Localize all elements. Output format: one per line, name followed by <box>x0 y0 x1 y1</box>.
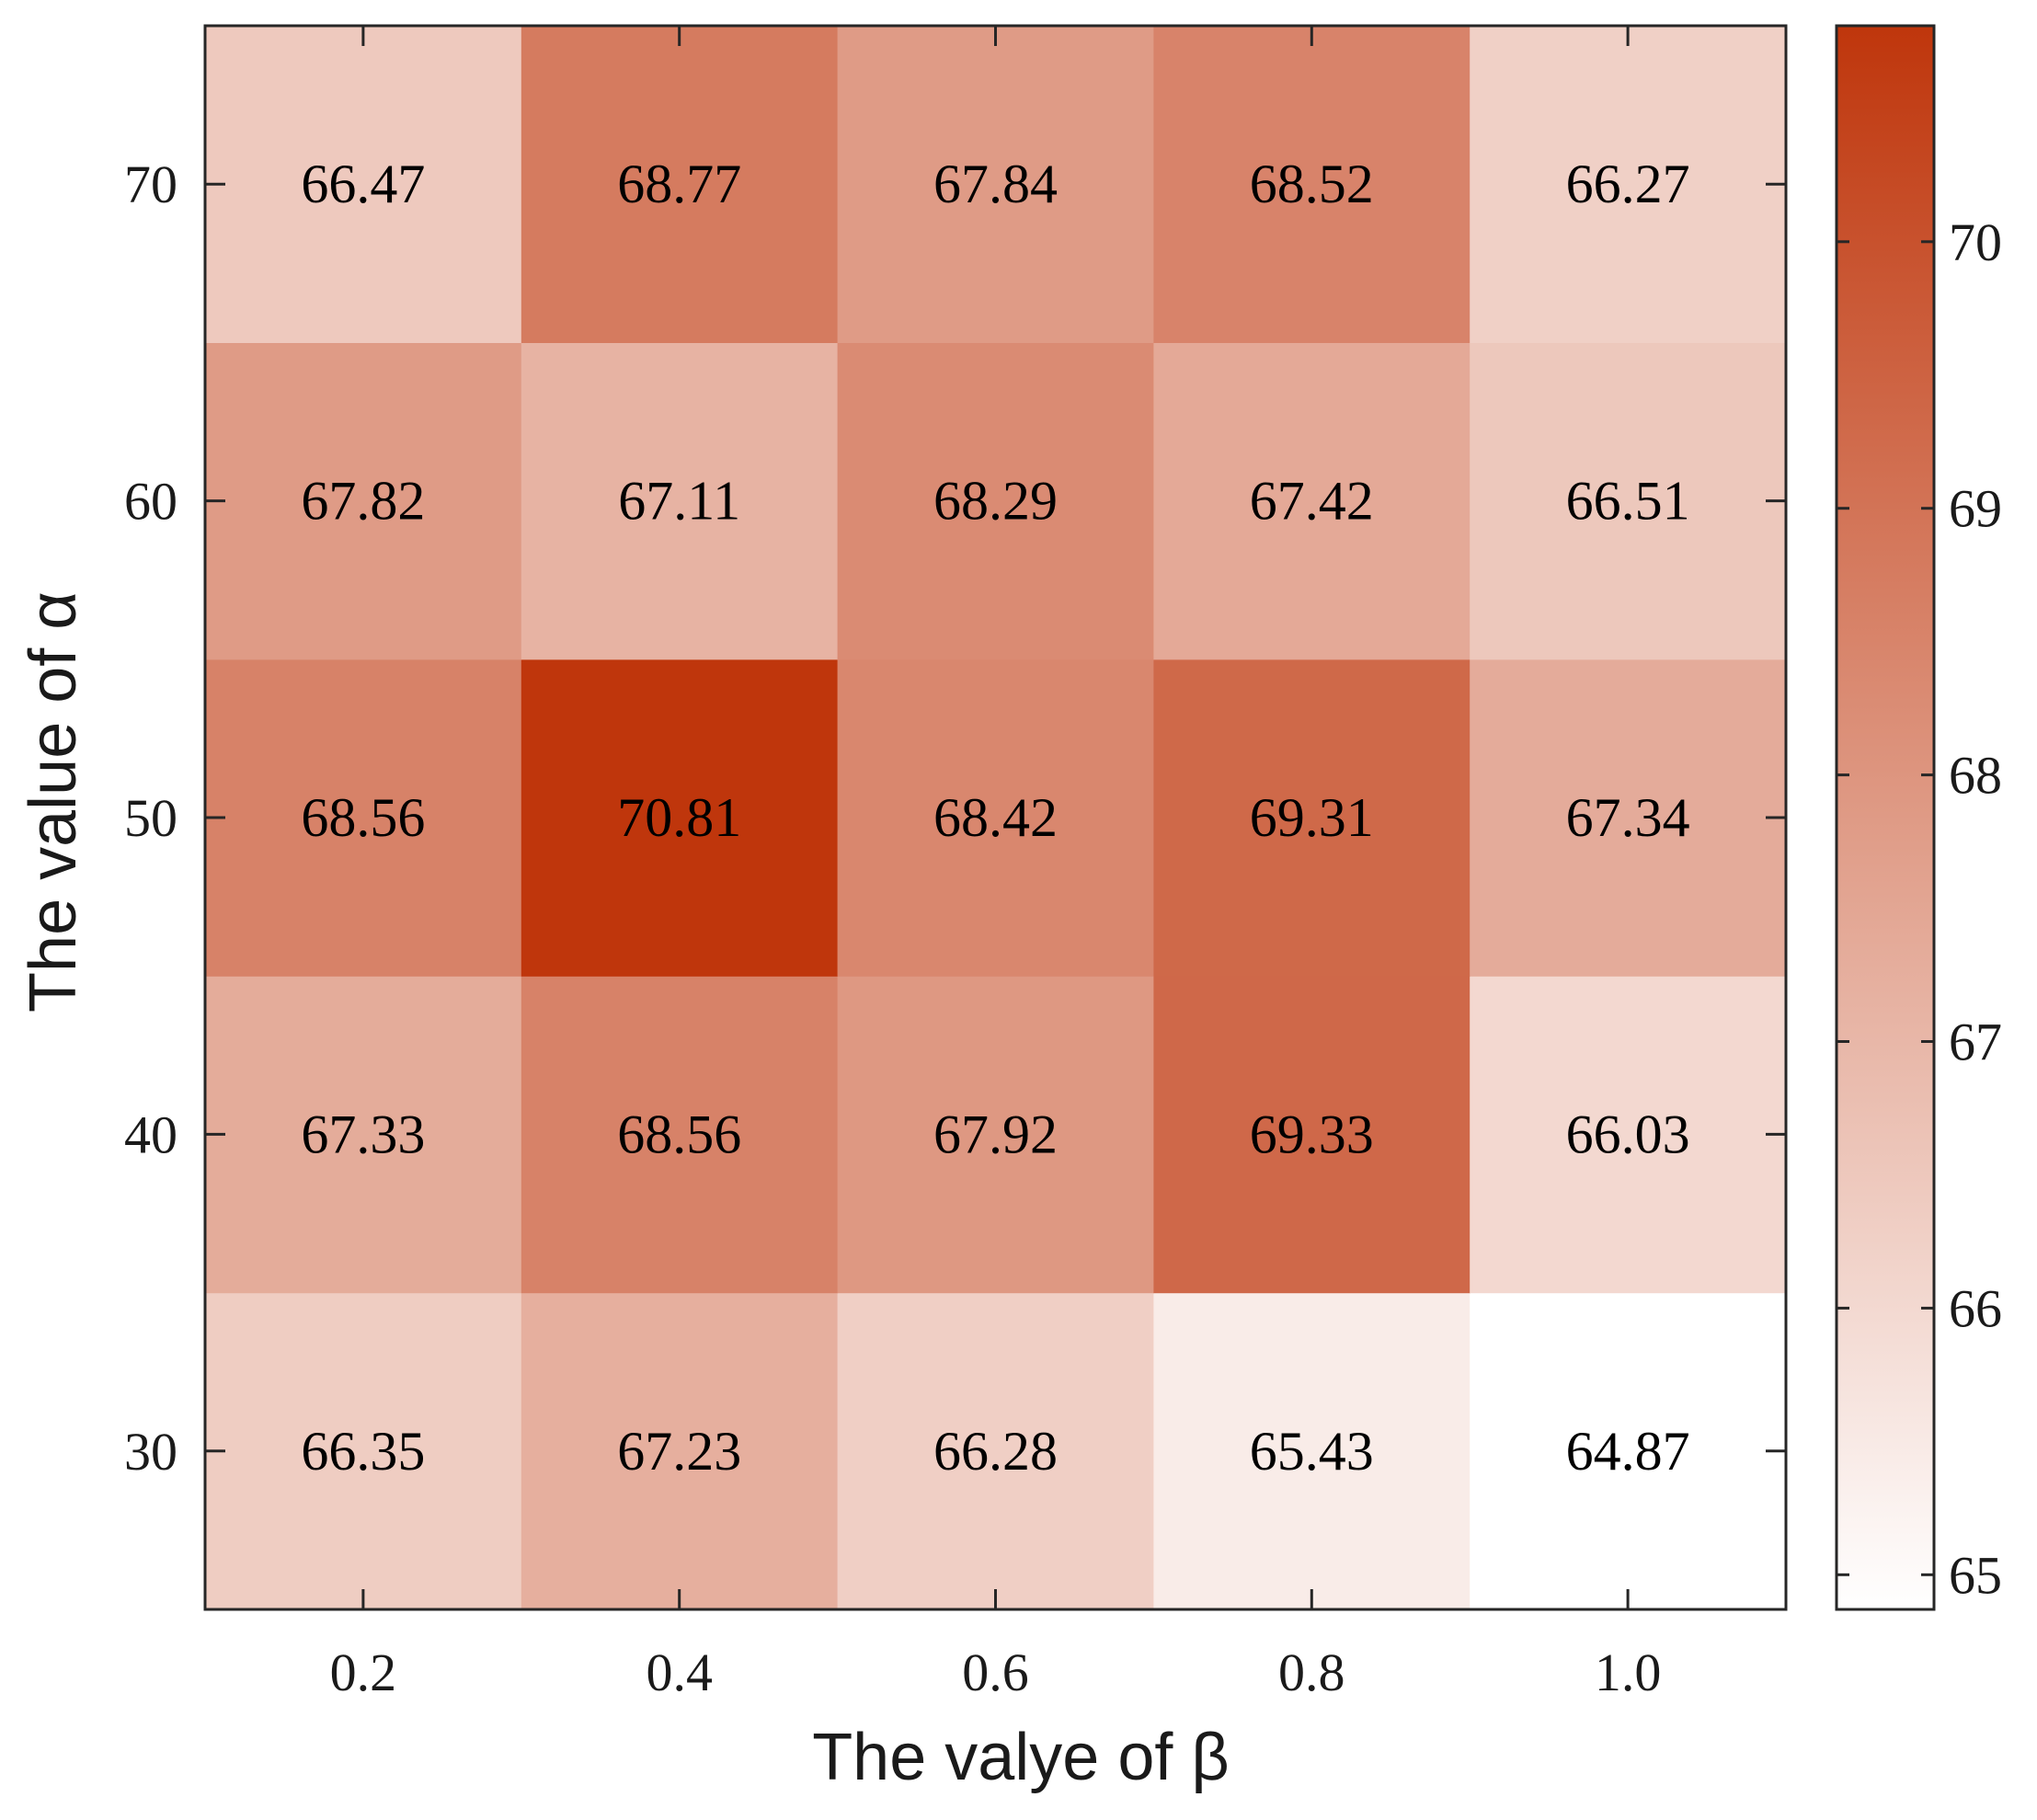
heatmap-cell <box>837 976 1154 1294</box>
cell-value-label: 69.31 <box>1250 787 1374 848</box>
cell-value-label: 68.42 <box>933 787 1058 848</box>
heatmap-cell <box>1153 976 1471 1294</box>
cell-value-label: 67.84 <box>933 154 1058 214</box>
cell-value-label: 67.23 <box>617 1421 741 1482</box>
y-tick-label: 70 <box>124 155 177 214</box>
x-tick-label: 0.6 <box>962 1643 1029 1702</box>
heatmap-cell <box>521 26 839 343</box>
heatmap-cell <box>205 658 522 977</box>
cell-value-label: 67.34 <box>1566 787 1690 848</box>
colorbar-frame <box>1835 24 1936 1611</box>
cell-value-label: 67.11 <box>618 471 740 532</box>
cell-value-label: 68.56 <box>617 1104 741 1164</box>
heatmap-cell <box>1153 342 1471 660</box>
x-tick-label: 1.0 <box>1595 1643 1662 1702</box>
cell-value-label: 66.35 <box>301 1421 425 1482</box>
colorbar-tick-label: 65 <box>1949 1545 2002 1605</box>
heatmap-cell <box>521 976 839 1294</box>
cell-value-label: 66.47 <box>301 154 425 214</box>
cell-value-label: 67.42 <box>1250 471 1374 532</box>
x-tick-label: 0.2 <box>330 1643 397 1702</box>
colorbar-gradient <box>1837 26 1934 1609</box>
heatmap-cell <box>1153 1292 1471 1610</box>
cell-value-label: 64.87 <box>1566 1421 1690 1482</box>
x-axis-label: The valye of β <box>812 1721 1230 1794</box>
x-tick-label: 0.8 <box>1278 1643 1345 1702</box>
y-tick-label: 30 <box>124 1422 177 1482</box>
y-tick-label: 40 <box>124 1105 177 1164</box>
cell-value-label: 67.92 <box>933 1104 1058 1164</box>
heatmap-cell <box>837 26 1154 343</box>
y-tick-label: 60 <box>124 472 177 532</box>
cell-value-label: 69.33 <box>1250 1104 1374 1164</box>
axis-ticks: 0.2 0.4 0.6 0.8 1.0 30 40 50 60 70 <box>124 26 1786 1702</box>
heatmap-cell <box>205 26 522 343</box>
heatmap-cell <box>205 1292 522 1610</box>
heatmap-cell <box>521 1292 839 1610</box>
heatmap-cell <box>837 342 1154 660</box>
cell-value-label: 68.77 <box>617 154 741 214</box>
colorbar-ticks: 65 66 67 68 69 70 <box>1837 212 2002 1605</box>
cell-value-label: 66.51 <box>1566 471 1690 532</box>
cell-value-label: 67.82 <box>301 471 425 532</box>
heatmap-cell <box>1470 976 1787 1294</box>
colorbar-tick-label: 66 <box>1949 1278 2002 1338</box>
heatmap-cell <box>205 342 522 660</box>
cell-value-label: 66.28 <box>933 1421 1058 1482</box>
heatmap-cell <box>205 976 522 1294</box>
x-tick-label: 0.4 <box>646 1643 713 1702</box>
heatmap-cell <box>1153 658 1471 977</box>
heatmap-cell <box>1470 342 1787 660</box>
cell-value-label: 68.52 <box>1250 154 1374 214</box>
heatmap-cell <box>521 658 839 977</box>
y-axis-label: The value of α <box>17 591 90 1013</box>
cell-value-label: 65.43 <box>1250 1421 1374 1482</box>
cell-value-label: 70.81 <box>617 787 741 848</box>
colorbar-tick-label: 67 <box>1949 1013 2002 1072</box>
cell-value-label: 67.33 <box>301 1104 425 1164</box>
colorbar-tick-label: 70 <box>1949 212 2002 272</box>
heatmap-cell <box>1470 26 1787 343</box>
cell-value-label: 66.03 <box>1566 1104 1690 1164</box>
heatmap-cell <box>837 1292 1154 1610</box>
heatmap-value-labels: 66.35 67.23 66.28 65.43 64.87 67.33 68.56 67.92… <box>301 154 1689 1482</box>
heatmap-cell <box>521 342 839 660</box>
heatmap-cell <box>1470 1292 1787 1610</box>
cell-value-label: 68.56 <box>301 787 425 848</box>
colorbar-tick-label: 68 <box>1949 746 2002 806</box>
y-tick-label: 50 <box>124 788 177 848</box>
cell-value-label: 68.29 <box>933 471 1058 532</box>
heatmap-cell <box>1153 26 1471 343</box>
heatmap-cells <box>205 26 1787 1610</box>
heatmap-cell <box>837 658 1154 977</box>
heatmap-cell <box>1470 658 1787 977</box>
cell-value-label: 66.27 <box>1566 154 1690 214</box>
colorbar-tick-label: 69 <box>1949 479 2002 539</box>
colorbar: 65 66 67 68 69 70 <box>1835 24 2002 1611</box>
